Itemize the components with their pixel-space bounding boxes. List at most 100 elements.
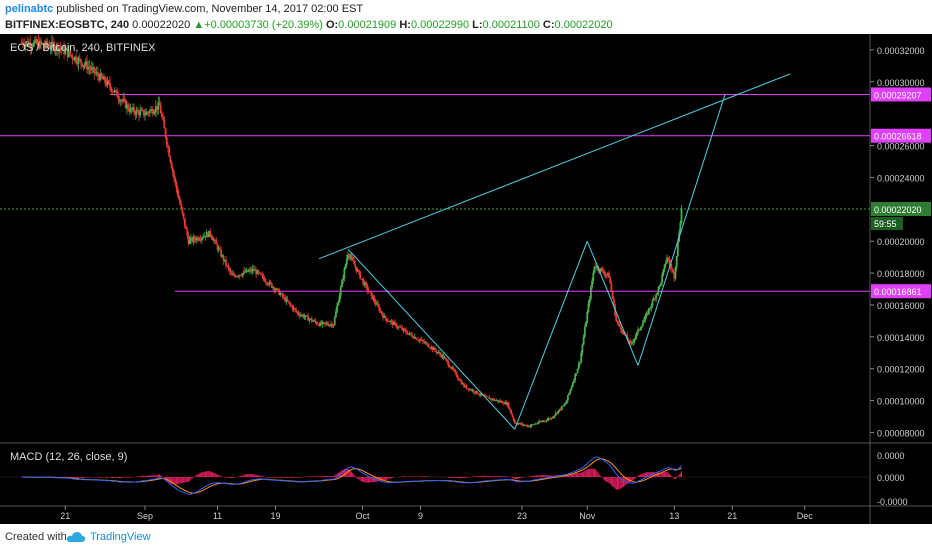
time-tick-label: 19 [270,511,280,521]
candle-body [415,339,418,341]
candle-body [267,284,270,285]
candle-body [188,239,191,244]
candle-body [339,287,342,296]
candle-body [219,248,221,250]
candle-body [52,41,55,44]
candle-body [140,109,143,111]
candle-body [644,315,647,320]
candle-body [115,90,117,91]
candle-body [652,298,655,301]
candle-body [506,402,509,405]
trendline [347,248,516,430]
candle-body [641,322,644,327]
last-price: 0.00022020 [132,19,191,31]
candle-body [492,398,494,400]
time-tick-label: 21 [60,511,70,521]
candle-body [327,324,330,326]
candle-body [111,91,114,93]
candle-body [157,102,160,110]
candle-body [420,339,423,341]
candle-body [298,314,301,316]
price-tick-label: 0.00018000 [877,269,925,279]
candle-body [510,409,513,414]
candle-body [430,346,433,349]
candle-body [378,306,381,312]
candle-body [470,389,473,391]
candle-body [307,315,310,321]
candle-body [356,270,359,272]
candle-body [336,305,339,312]
time-tick-label: 9 [418,511,423,521]
candle-body [158,102,161,106]
candle-body [128,109,131,112]
candle-body [436,352,439,354]
candle-body [499,400,502,403]
time-tick-label: Oct [355,511,370,521]
candle-body [443,358,446,359]
candle-body [403,328,406,331]
candle-body [344,264,347,269]
candle-body [605,274,608,276]
candle-body [535,423,538,425]
candle-body [515,423,517,424]
candle-body [324,322,326,324]
candle-body [635,332,638,337]
candle-body [368,291,371,293]
candle-body [626,334,629,340]
candle-body [650,305,653,308]
candle-body [663,264,666,270]
candle-body [315,322,318,324]
candle-body [477,393,480,395]
candle-body [309,318,312,320]
candle-body [321,321,324,325]
candle-body [522,423,525,426]
candle-body [292,307,295,310]
created-with-text: Created with [5,531,67,543]
candle-body [383,315,386,318]
candle-body [100,73,103,78]
candle-body [153,111,156,114]
candle-body [175,181,178,189]
tradingview-link[interactable]: TradingView [90,531,151,543]
candle-body [22,42,24,45]
candle-body [333,317,336,326]
candle-body [647,308,650,315]
candle-body [424,342,427,344]
candle-body [670,267,673,270]
candle-body [254,269,256,271]
candle-body [69,50,71,55]
candle-body [384,315,387,319]
candle-body [460,380,463,385]
candle-body [544,420,546,422]
candle-body [237,276,239,277]
candle-body [231,272,233,276]
candle-body [347,254,349,259]
candle-body [431,346,434,350]
candle-body [209,230,212,235]
candle-body [536,423,539,425]
price-chart[interactable]: 0.00032000 0.00030000 0.00026000 0.00024000… [0,34,932,524]
candle-body [313,320,316,322]
candle-body [501,401,504,404]
author-name[interactable]: pelinabtc [5,3,54,15]
candle-body [417,339,419,341]
candle-body [633,338,636,342]
candle-body [480,393,482,395]
price-tick-label: 0.00016000 [877,301,925,311]
candle-body [373,298,376,303]
candle-body [389,320,392,322]
candle-body [64,50,67,54]
publish-info: published on TradingView.com, November 1… [56,3,364,15]
candle-body [169,156,172,163]
candle-body [471,390,474,391]
candle-body [46,40,49,46]
candle-body [593,266,596,273]
candle-body [599,268,602,272]
candle-body [314,320,317,323]
candle-body [534,423,537,425]
candle-body [413,336,416,339]
candle-body [272,287,274,289]
candle-body [275,288,278,290]
candle-body [581,344,584,353]
candle-body [441,354,444,357]
